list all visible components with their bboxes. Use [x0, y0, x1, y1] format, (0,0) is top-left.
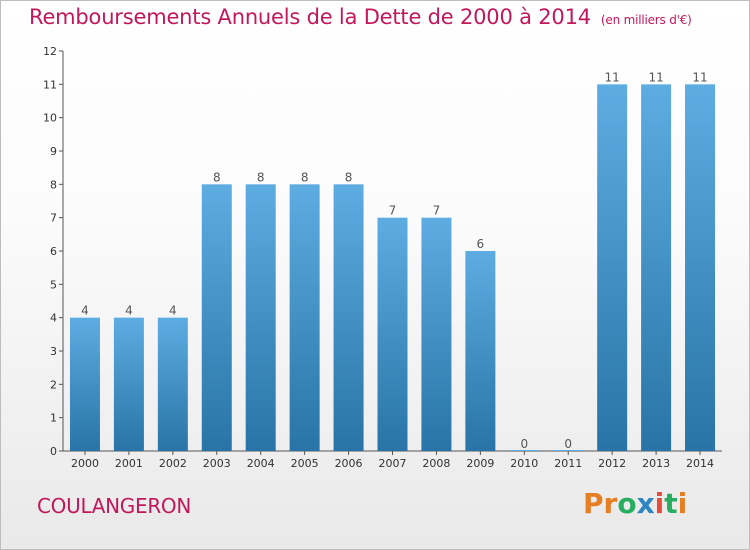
x-tick-label: 2001	[115, 457, 143, 470]
x-tick-label: 2002	[159, 457, 187, 470]
y-tick-label: 5	[50, 278, 57, 291]
chart-title: Remboursements Annuels de la Dette de 20…	[29, 5, 692, 29]
place-name: COULANGERON	[37, 494, 192, 518]
y-tick-label: 1	[50, 412, 57, 425]
y-tick-label: 12	[43, 45, 57, 58]
x-tick-label: 2006	[335, 457, 363, 470]
data-label: 11	[692, 70, 707, 84]
data-label: 11	[605, 70, 620, 84]
y-tick-label: 4	[50, 312, 57, 325]
logo-letter: o	[617, 487, 637, 520]
x-tick-label: 2004	[247, 457, 275, 470]
bar	[421, 217, 452, 451]
y-tick-label: 0	[50, 445, 57, 458]
logo-letter: x	[636, 487, 655, 520]
y-tick-label: 9	[50, 145, 57, 158]
bar	[333, 184, 364, 452]
x-tick-label: 2009	[466, 457, 494, 470]
x-tick-label: 2013	[642, 457, 670, 470]
logo-letter: r	[603, 487, 618, 520]
title-text: Remboursements Annuels de la Dette de 20…	[29, 5, 591, 29]
data-label: 4	[125, 304, 133, 318]
data-label: 4	[169, 304, 177, 318]
proxiti-logo: Proxiti	[583, 487, 687, 520]
data-label: 7	[433, 204, 441, 218]
bar	[597, 84, 628, 451]
data-label: 8	[213, 170, 221, 184]
bar	[465, 251, 496, 451]
x-tick-label: 2014	[686, 457, 714, 470]
y-tick-label: 6	[50, 245, 57, 258]
bar	[377, 217, 408, 451]
bar	[641, 84, 672, 451]
logo-letter: t	[664, 487, 678, 520]
y-tick-label: 7	[50, 212, 57, 225]
bar	[289, 184, 320, 452]
logo-letter: i	[654, 487, 665, 520]
x-tick-label: 2011	[554, 457, 582, 470]
data-label: 8	[257, 170, 265, 184]
y-tick-label: 2	[50, 378, 57, 391]
x-tick-label: 2007	[379, 457, 407, 470]
x-tick-label: 2000	[71, 457, 99, 470]
x-tick-label: 2008	[422, 457, 450, 470]
bar	[201, 184, 232, 452]
x-tick-label: 2012	[598, 457, 626, 470]
data-label: 4	[81, 304, 89, 318]
x-tick-label: 2005	[291, 457, 319, 470]
unit-label: (en milliers d'€)	[600, 13, 692, 27]
x-tick-label: 2003	[203, 457, 231, 470]
data-label: 7	[389, 204, 397, 218]
bar	[157, 317, 188, 451]
x-tick-label: 2010	[510, 457, 538, 470]
data-label: 8	[301, 170, 309, 184]
data-label: 11	[648, 70, 663, 84]
bar	[685, 84, 716, 451]
data-label: 6	[477, 237, 485, 251]
data-label: 8	[345, 170, 353, 184]
logo-letter: P	[583, 487, 604, 520]
bar	[69, 317, 100, 451]
y-tick-label: 8	[50, 178, 57, 191]
y-tick-label: 11	[43, 78, 57, 91]
logo-letter: i	[677, 487, 688, 520]
data-label: 0	[520, 437, 528, 451]
data-label: 0	[564, 437, 572, 451]
bar	[245, 184, 276, 452]
y-tick-label: 3	[50, 345, 57, 358]
bar	[113, 317, 144, 451]
y-tick-label: 10	[43, 112, 57, 125]
